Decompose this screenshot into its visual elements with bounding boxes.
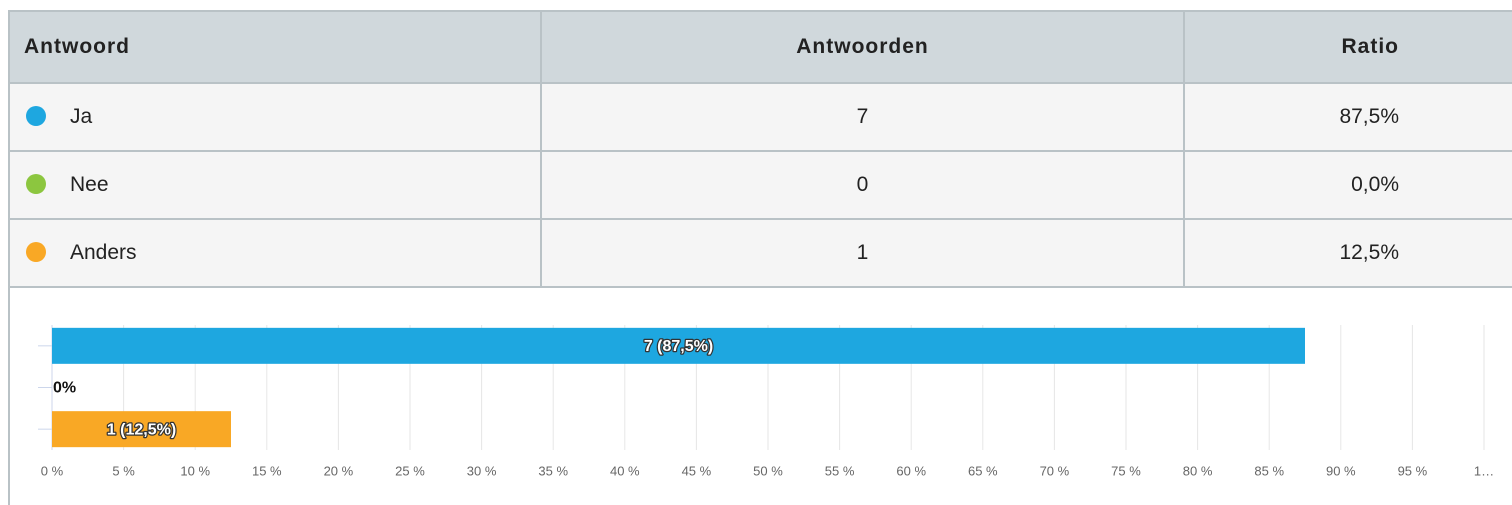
- x-tick-label: 45 %: [682, 463, 712, 478]
- x-tick-label: 10 %: [180, 463, 210, 478]
- table-row: Nee 0 0,0%: [10, 150, 1512, 220]
- x-tick-label: 15 %: [252, 463, 282, 478]
- x-tick-label: 5 %: [112, 463, 135, 478]
- x-tick-label: 30 %: [467, 463, 497, 478]
- bar: [52, 327, 1305, 364]
- count-cell: 0: [540, 150, 1185, 220]
- x-tick-label: 60 %: [896, 463, 926, 478]
- x-tick-label: 90 %: [1326, 463, 1356, 478]
- ratio-cell: 12,5%: [1183, 218, 1512, 288]
- x-tick-label: 20 %: [324, 463, 354, 478]
- bar: [52, 411, 231, 448]
- value-label: 7 (87,5%): [644, 338, 713, 355]
- answer-cell: Nee: [10, 150, 542, 220]
- x-tick-label: 95 %: [1398, 463, 1428, 478]
- x-tick-label: 75 %: [1111, 463, 1141, 478]
- x-tick-label: 0 %: [41, 463, 64, 478]
- ratio-cell: 87,5%: [1183, 82, 1512, 152]
- answer-cell: Anders: [10, 218, 542, 288]
- answer-cell: Ja: [10, 82, 542, 152]
- answer-label: Nee: [70, 173, 109, 196]
- x-tick-label: 40 %: [610, 463, 640, 478]
- answer-label: Ja: [70, 105, 93, 128]
- header-cell: Antwoorden: [540, 10, 1185, 84]
- x-tick-label: 70 %: [1040, 463, 1070, 478]
- header-cell: Antwoord: [10, 10, 542, 84]
- color-dot: [26, 174, 46, 194]
- value-label: 1 (12,5%): [107, 421, 176, 438]
- table-row: Anders 1 12,5%: [10, 218, 1512, 288]
- header-row: Antwoord Antwoorden Ratio: [10, 10, 1512, 84]
- results-table: Antwoord Antwoorden Ratio Ja 7 87,5% Nee 0 0,…: [10, 10, 1512, 288]
- x-tick-label: 35 %: [538, 463, 568, 478]
- x-tick-label: 80 %: [1183, 463, 1213, 478]
- results-panel: Antwoord Antwoorden Ratio Ja 7 87,5% Nee 0 0,…: [8, 10, 1512, 505]
- header-cell: Ratio: [1183, 10, 1512, 84]
- x-tick-label: 65 %: [968, 463, 998, 478]
- ratio-cell: 0,0%: [1183, 150, 1512, 220]
- value-label: 0%: [53, 380, 76, 397]
- color-dot: [26, 242, 46, 262]
- x-tick-label: 1…: [1474, 463, 1494, 478]
- x-tick-label: 25 %: [395, 463, 425, 478]
- x-tick-label: 50 %: [753, 463, 783, 478]
- table-row: Ja 7 87,5%: [10, 82, 1512, 152]
- count-cell: 1: [540, 218, 1185, 288]
- count-cell: 7: [540, 82, 1185, 152]
- color-dot: [26, 106, 46, 126]
- x-tick-label: 55 %: [825, 463, 855, 478]
- answer-label: Anders: [70, 241, 137, 264]
- x-tick-label: 85 %: [1254, 463, 1284, 478]
